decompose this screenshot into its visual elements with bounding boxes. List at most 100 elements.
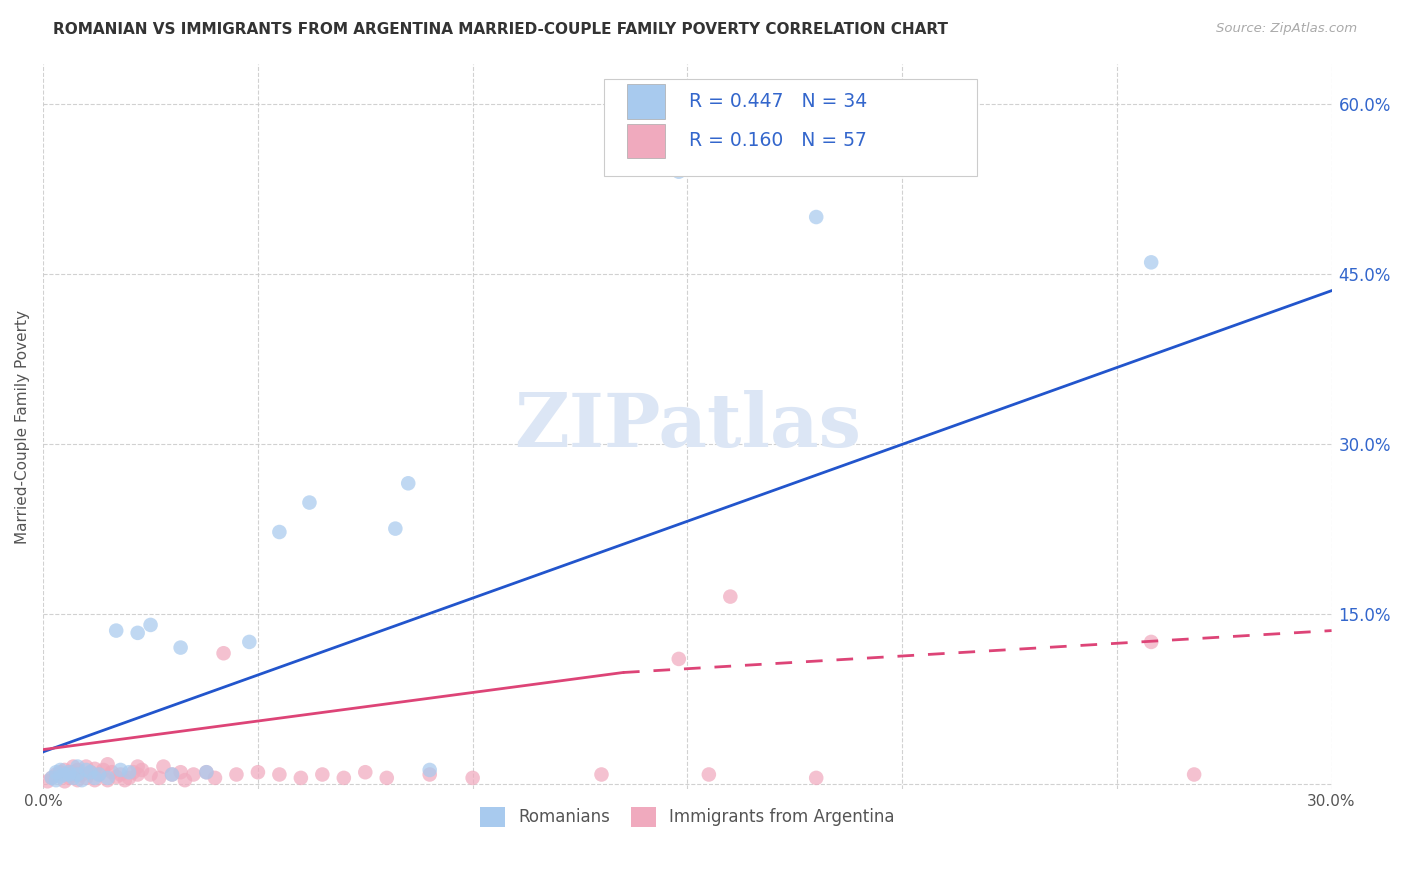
FancyBboxPatch shape <box>603 78 977 177</box>
Point <box>806 210 828 224</box>
Point <box>174 773 197 788</box>
Point <box>62 771 84 785</box>
Point <box>169 640 191 655</box>
Point <box>195 765 218 780</box>
Point <box>269 524 291 539</box>
Point <box>131 763 153 777</box>
Point <box>41 771 63 785</box>
Point <box>183 767 205 781</box>
Point <box>105 770 128 784</box>
Point <box>354 765 377 780</box>
Point <box>118 765 141 780</box>
Point <box>75 771 97 785</box>
Point <box>70 773 93 788</box>
Text: ZIPatlas: ZIPatlas <box>513 390 860 463</box>
Point <box>105 624 128 638</box>
Point <box>97 757 120 772</box>
Point <box>238 635 260 649</box>
Point <box>396 476 419 491</box>
Point <box>225 767 247 781</box>
Point <box>806 771 828 785</box>
Point <box>58 767 80 781</box>
Text: ROMANIAN VS IMMIGRANTS FROM ARGENTINA MARRIED-COUPLE FAMILY POVERTY CORRELATION : ROMANIAN VS IMMIGRANTS FROM ARGENTINA MA… <box>53 22 949 37</box>
Point <box>91 763 114 777</box>
Point <box>101 765 124 780</box>
Point <box>591 767 613 781</box>
Point <box>110 767 132 781</box>
Point <box>97 771 120 785</box>
Point <box>311 767 333 781</box>
Point <box>1182 767 1205 781</box>
Point <box>118 771 141 785</box>
Point <box>290 771 312 785</box>
Point <box>66 759 89 773</box>
Point <box>148 771 170 785</box>
Point <box>1140 635 1163 649</box>
Point <box>41 771 63 785</box>
Point <box>160 767 183 781</box>
Point <box>58 771 80 785</box>
Point <box>97 773 120 788</box>
Point <box>127 759 149 773</box>
Point <box>127 767 149 781</box>
Point <box>419 767 441 781</box>
Point <box>70 767 93 781</box>
Point <box>1140 255 1163 269</box>
Point <box>75 763 97 777</box>
Point <box>461 771 484 785</box>
Point <box>384 522 406 536</box>
Point <box>53 763 76 777</box>
Point <box>66 763 89 777</box>
Point <box>195 765 218 780</box>
Point <box>49 770 72 784</box>
Point <box>697 767 720 781</box>
FancyBboxPatch shape <box>627 123 665 159</box>
Point <box>298 495 321 509</box>
Point <box>83 762 105 776</box>
Point <box>204 771 226 785</box>
Point <box>269 767 291 781</box>
Point <box>152 759 174 773</box>
Point <box>83 773 105 788</box>
Point <box>79 765 101 780</box>
Point <box>212 646 235 660</box>
Point <box>45 765 67 780</box>
Point <box>87 767 110 781</box>
Point <box>718 590 741 604</box>
Point <box>139 618 162 632</box>
Text: R = 0.447   N = 34: R = 0.447 N = 34 <box>689 92 868 112</box>
Point <box>419 763 441 777</box>
Point <box>110 763 132 777</box>
Point <box>114 773 136 788</box>
Point <box>49 763 72 777</box>
Text: Source: ZipAtlas.com: Source: ZipAtlas.com <box>1216 22 1357 36</box>
Point <box>375 771 398 785</box>
Legend: Romanians, Immigrants from Argentina: Romanians, Immigrants from Argentina <box>472 798 903 835</box>
Point <box>66 773 89 788</box>
Point <box>79 765 101 780</box>
Point <box>45 767 67 781</box>
Point <box>87 767 110 781</box>
Point <box>139 767 162 781</box>
Point <box>66 767 89 781</box>
Point <box>127 625 149 640</box>
Point <box>160 767 183 781</box>
Point <box>53 767 76 781</box>
Point <box>668 164 690 178</box>
Point <box>45 773 67 788</box>
Point <box>169 765 191 780</box>
Point <box>62 765 84 780</box>
Point <box>49 765 72 780</box>
Point <box>333 771 356 785</box>
Point <box>53 774 76 789</box>
Text: R = 0.160   N = 57: R = 0.160 N = 57 <box>689 131 866 151</box>
Point <box>37 774 59 789</box>
Point <box>58 765 80 780</box>
Point <box>668 652 690 666</box>
Point <box>62 759 84 773</box>
Point <box>75 759 97 773</box>
Y-axis label: Married-Couple Family Poverty: Married-Couple Family Poverty <box>15 310 30 543</box>
Point <box>246 765 269 780</box>
FancyBboxPatch shape <box>627 85 665 120</box>
Point <box>122 765 145 780</box>
